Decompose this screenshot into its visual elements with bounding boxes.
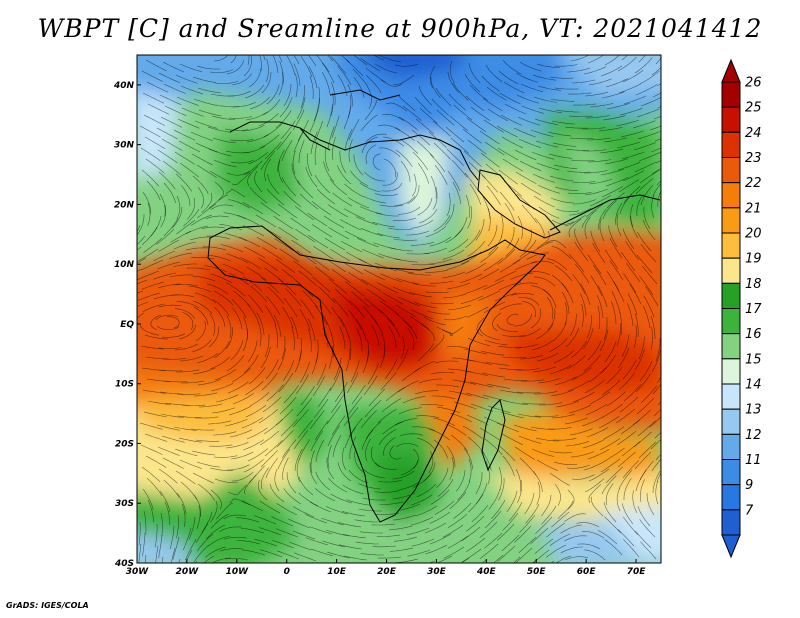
- lat-tick-label: 40S: [114, 559, 134, 569]
- lon-tick-label: 20W: [176, 567, 200, 577]
- coastlines: [207, 89, 661, 523]
- colorbar-label: 14: [745, 378, 762, 393]
- plot-frame: [136, 54, 662, 564]
- lon-tick-label: 0: [284, 567, 290, 577]
- colorbar: 26 25 24 23 22 21 20 19 18 17 16 15 14 13 12 11 9 7: [721, 58, 762, 559]
- grads-credit: GrADS: IGES/COLA: [6, 601, 89, 610]
- lat-tick-label: 30N: [114, 141, 135, 151]
- lon-tick-label: 50E: [527, 567, 547, 577]
- map-title: WBPT [C] and Sreamline at 900hPa, VT: 20…: [37, 14, 763, 43]
- colorbar-top-arrow: [721, 58, 741, 83]
- colorbar-label: 24: [745, 126, 762, 141]
- colorbar-label: 15: [745, 352, 762, 367]
- colorbar-swatch: [721, 232, 741, 259]
- lat-tick-label: 20N: [114, 200, 135, 210]
- colorbar-swatch: [721, 81, 741, 108]
- colorbar-label: 12: [745, 428, 762, 443]
- lon-tick-label: 40E: [476, 567, 497, 577]
- colorbar-label: 13: [745, 403, 762, 418]
- colorbar-label: 21: [745, 201, 762, 216]
- colorbar-swatch: [721, 484, 741, 511]
- lon-tick-label: 60E: [577, 567, 597, 577]
- longitude-axis: 30W 20W 10W 0 10E 20E 30E 40E 50E 60E 70E: [126, 559, 646, 577]
- colorbar-swatch: [721, 433, 741, 461]
- lon-tick-label: 10E: [327, 567, 347, 577]
- colorbar-swatch: [721, 383, 741, 410]
- colorbar-swatch: [721, 106, 741, 133]
- colorbar-swatch: [721, 333, 741, 360]
- lon-tick-label: 70E: [627, 567, 647, 577]
- colorbar-swatch: [721, 408, 741, 435]
- colorbar-label: 19: [745, 252, 762, 267]
- lon-tick-label: 20E: [377, 567, 397, 577]
- colorbar-swatch: [721, 308, 741, 335]
- colorbar-label: 25: [745, 101, 762, 116]
- lat-tick-label: 40N: [113, 81, 135, 91]
- lat-tick-label: 10S: [115, 380, 134, 390]
- colorbar-label: 7: [745, 503, 754, 518]
- colorbar-swatch: [721, 459, 741, 486]
- colorbar-label: 9: [745, 478, 753, 493]
- colorbar-swatch: [721, 182, 741, 209]
- lat-tick-label: 20S: [115, 439, 134, 449]
- colorbar-bottom-arrow: [721, 534, 741, 559]
- colorbar-label: 16: [745, 327, 762, 342]
- colorbar-label: 22: [745, 176, 762, 191]
- colorbar-label: 18: [745, 277, 762, 292]
- colorbar-swatch: [721, 358, 741, 385]
- lon-tick-label: 10W: [226, 567, 250, 577]
- colorbar-label: 26: [745, 76, 762, 91]
- colorbar-label: 20: [745, 227, 762, 242]
- wbpt-field: [137, 55, 661, 563]
- lon-tick-label: 30W: [126, 567, 150, 577]
- colorbar-label: 11: [745, 453, 762, 468]
- lon-tick-label: 30E: [427, 567, 447, 577]
- colorbar-swatch: [721, 282, 741, 310]
- colorbar-swatch: [721, 257, 741, 284]
- latitude-axis: 40N 30N 20N 10N EQ 10S 20S 30S 40S: [113, 81, 141, 569]
- lat-tick-label: EQ: [120, 320, 134, 330]
- colorbar-swatch: [721, 157, 741, 184]
- colorbar-swatch: [721, 509, 741, 536]
- lat-tick-label: 10N: [114, 260, 135, 270]
- colorbar-label: 17: [745, 302, 762, 317]
- colorbar-label: 23: [745, 151, 762, 166]
- lat-tick-label: 30S: [115, 499, 134, 509]
- colorbar-swatch: [721, 207, 741, 234]
- colorbar-swatch: [721, 131, 741, 158]
